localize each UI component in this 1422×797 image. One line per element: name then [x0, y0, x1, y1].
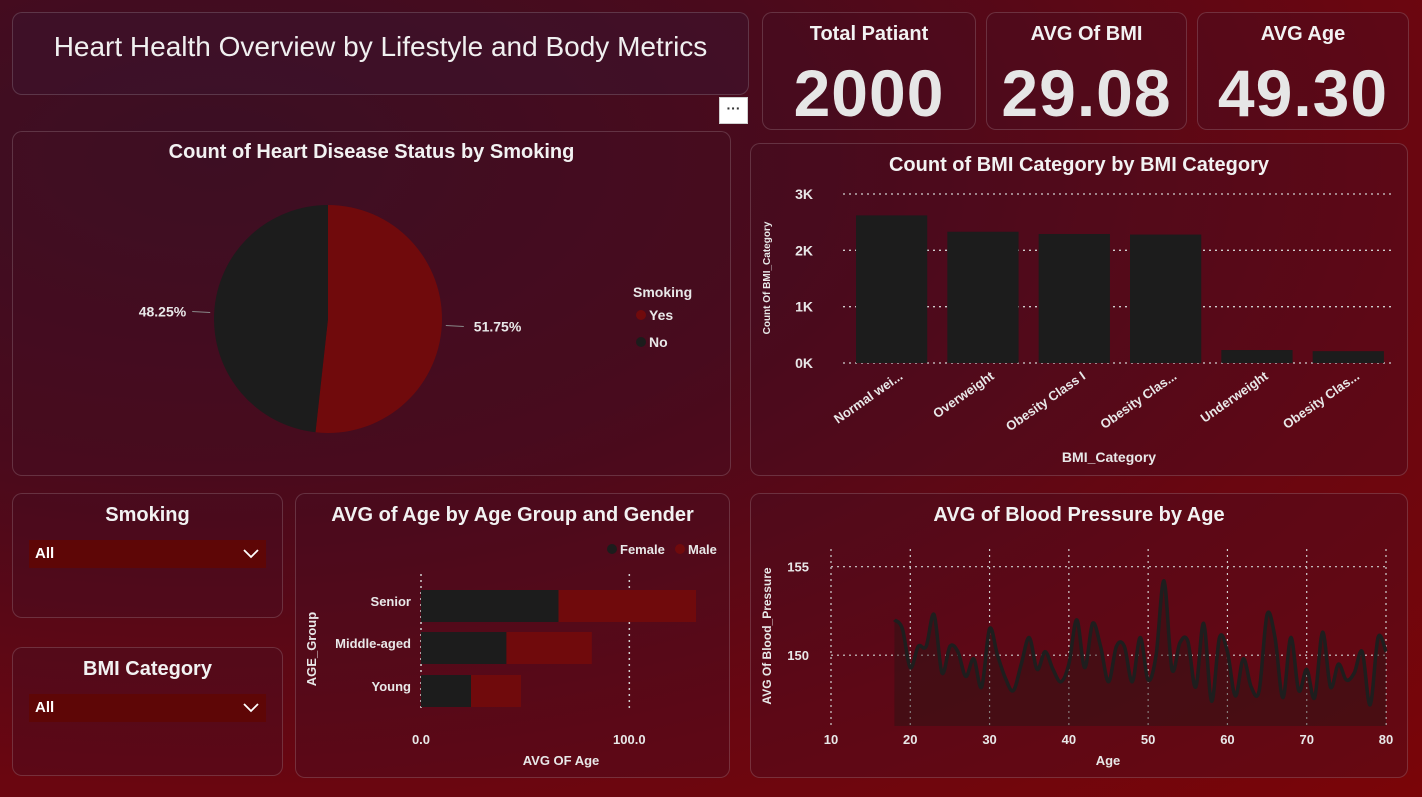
- smoking-filter-card: Smoking All: [12, 493, 283, 618]
- pie-slice-yes[interactable]: [315, 205, 442, 433]
- age-group-chart-card: AVG of Age by Age Group and Gender 0.0 10…: [295, 493, 730, 778]
- chart-title: Count of Heart Disease Status by Smoking: [168, 141, 575, 163]
- bmi-category-dropdown[interactable]: All: [29, 694, 266, 722]
- bar[interactable]: [1312, 351, 1384, 363]
- x-tick-label: Obesity Class I: [1003, 368, 1088, 434]
- chart-title: Count of BMI Category by BMI Category: [888, 154, 1269, 176]
- x-tick-label: Underweight: [1198, 368, 1272, 426]
- kpi-value: 49.30: [1217, 56, 1389, 130]
- y-tick-label: 0K: [795, 355, 813, 371]
- bar[interactable]: [1130, 234, 1202, 363]
- x-tick-label: Normal wei...: [831, 368, 905, 426]
- x-tick-label: 20: [903, 732, 917, 747]
- legend-title: Smoking: [633, 284, 692, 300]
- y-tick-label: 155: [787, 560, 809, 575]
- bar[interactable]: [1038, 233, 1110, 363]
- x-tick-label: 10: [824, 732, 838, 747]
- legend-marker-female: [607, 544, 617, 554]
- x-tick-label: 70: [1299, 732, 1313, 747]
- x-tick-label: 100.0: [613, 732, 646, 747]
- y-tick-label: Young: [372, 679, 412, 694]
- bmi-bar-chart-card: Count of BMI Category by BMI Category 0K…: [750, 143, 1408, 476]
- y-axis-title: Count Of BMI_Category: [762, 221, 773, 334]
- filter-title: BMI Category: [83, 658, 212, 680]
- bar-segment-female[interactable]: [421, 590, 559, 622]
- bar-segment-female[interactable]: [421, 675, 471, 707]
- x-tick-label: 0.0: [412, 732, 430, 747]
- more-options-button[interactable]: ···: [719, 97, 748, 124]
- chart-title: AVG of Blood Pressure by Age: [933, 504, 1225, 526]
- x-tick-label: 40: [1062, 732, 1076, 747]
- y-tick-label: Middle-aged: [335, 636, 411, 651]
- kpi-card-total-patients: Total Patiant 2000: [762, 12, 976, 130]
- x-tick-label: Obesity Clas...: [1097, 368, 1179, 432]
- pie-data-label: 51.75%: [474, 318, 522, 334]
- page-title: Heart Health Overview by Lifestyle and B…: [53, 31, 708, 62]
- kpi-label: AVG Of BMI: [1030, 23, 1143, 45]
- blood-pressure-area-chart[interactable]: 10 20 30 40 50 60 70 80 150 155 Age AVG Of Blood_Pr…: [751, 494, 1409, 779]
- legend-marker-no: [636, 337, 646, 347]
- legend-label-yes: Yes: [649, 307, 673, 323]
- bar-segment-female[interactable]: [421, 632, 507, 664]
- pie-slice-no[interactable]: [213, 205, 328, 433]
- y-tick-label: 3K: [795, 186, 813, 202]
- kpi-value: 2000: [793, 56, 945, 130]
- bmi-filter-card: BMI Category All: [12, 647, 283, 776]
- x-axis-title: AVG OF Age: [523, 753, 600, 768]
- chevron-down-icon: [242, 694, 260, 732]
- pie-chart-card: Count of Heart Disease Status by Smoking…: [12, 131, 731, 476]
- x-axis-title: Age: [1096, 753, 1121, 768]
- legend-label-female: Female: [620, 542, 665, 557]
- filter-title: Smoking: [105, 504, 190, 526]
- x-tick-label: Overweight: [930, 368, 997, 421]
- pie-data-label: 48.25%: [139, 304, 187, 320]
- pie-leader-line: [192, 311, 211, 314]
- kpi-value: 29.08: [1001, 56, 1172, 130]
- bar-segment-male[interactable]: [506, 632, 592, 664]
- x-tick-label: 80: [1379, 732, 1393, 747]
- title-card: Heart Health Overview by Lifestyle and B…: [12, 12, 749, 95]
- age-group-bar-chart[interactable]: 0.0 100.0 Senior Middle-aged Young Female Male…: [296, 494, 731, 779]
- legend-label-male: Male: [688, 542, 717, 557]
- y-axis-title: AVG Of Blood_Pressure: [760, 567, 774, 704]
- pie-leader-line: [445, 324, 464, 327]
- y-tick-label: 150: [787, 648, 809, 663]
- bar[interactable]: [947, 231, 1019, 363]
- y-tick-label: 1K: [795, 299, 813, 315]
- chart-title: AVG of Age by Age Group and Gender: [331, 504, 694, 526]
- chevron-down-icon: [242, 540, 260, 578]
- bar[interactable]: [1221, 350, 1293, 363]
- kpi-card-avg-bmi: AVG Of BMI 29.08: [986, 12, 1187, 130]
- kpi-card-avg-age: AVG Age 49.30: [1197, 12, 1409, 130]
- smoking-dropdown[interactable]: All: [29, 540, 266, 568]
- bar[interactable]: [856, 215, 928, 363]
- kpi-label: AVG Age: [1260, 23, 1346, 45]
- bar-segment-male[interactable]: [471, 675, 521, 707]
- series-line[interactable]: [893, 579, 1388, 707]
- x-tick-label: 50: [1141, 732, 1155, 747]
- x-tick-label: 60: [1220, 732, 1234, 747]
- legend-marker-yes: [636, 310, 646, 320]
- legend-label-no: No: [649, 334, 668, 350]
- y-axis-title: AGE_Group: [304, 612, 319, 686]
- y-tick-label: Senior: [371, 594, 411, 609]
- dropdown-value: All: [35, 545, 55, 562]
- x-axis-title: BMI_Category: [1062, 449, 1156, 465]
- area-fill: [894, 580, 1386, 726]
- x-tick-label: 30: [982, 732, 996, 747]
- kpi-label: Total Patiant: [809, 23, 929, 45]
- dropdown-value: All: [35, 699, 55, 716]
- pie-chart[interactable]: 51.75% 48.25% Smoking Yes No: [13, 132, 732, 477]
- x-tick-label: Obesity Clas...: [1280, 368, 1362, 432]
- bar-segment-male[interactable]: [558, 590, 697, 622]
- legend-marker-male: [675, 544, 685, 554]
- y-tick-label: 2K: [795, 242, 813, 258]
- blood-pressure-chart-card: AVG of Blood Pressure by Age 10 20 30 40 50 6…: [750, 493, 1408, 778]
